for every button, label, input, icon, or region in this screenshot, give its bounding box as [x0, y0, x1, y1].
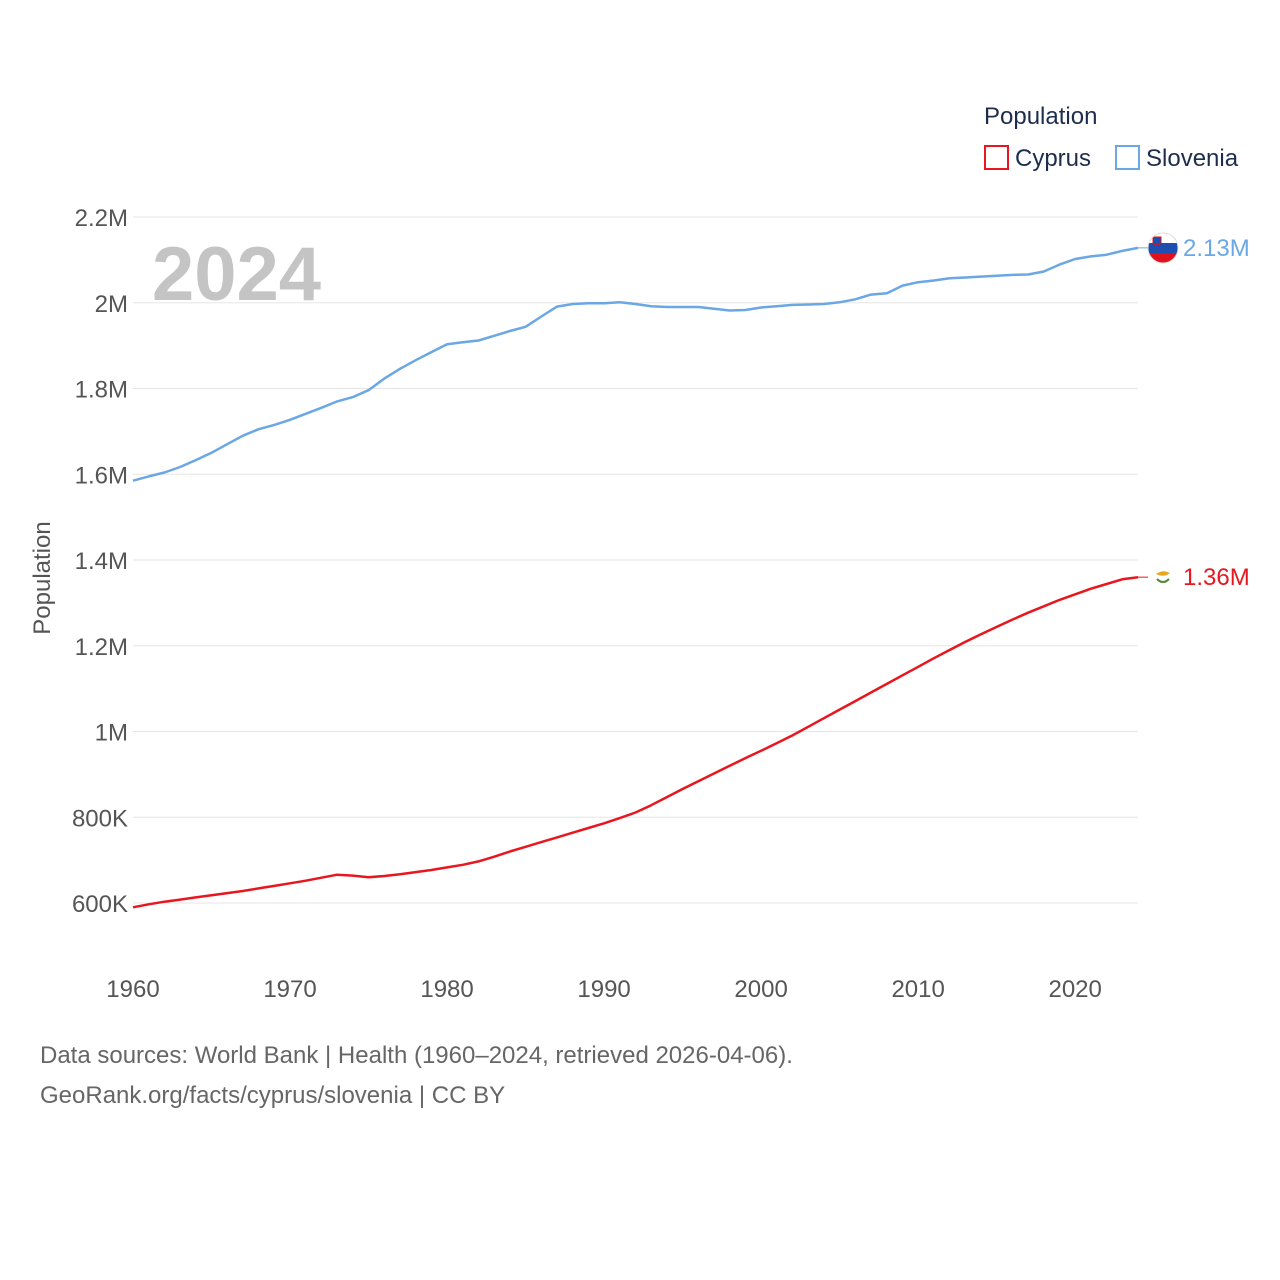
- x-axis-ticks: 1960 1970 1980 1990 2000 2010 2020: [106, 976, 1102, 1003]
- y-tick-label: 600K: [72, 891, 128, 918]
- legend-label-cyprus: Cyprus: [1015, 145, 1091, 172]
- y-tick-label: 1M: [95, 720, 128, 747]
- footer-source-line: Data sources: World Bank | Health (1960–…: [40, 1042, 793, 1069]
- x-tick-label: 1960: [106, 976, 159, 1003]
- slovenia-flag-icon: [1147, 232, 1179, 264]
- legend-item-slovenia[interactable]: Slovenia: [1115, 145, 1239, 172]
- legend-title: Population: [984, 103, 1097, 130]
- x-tick-label: 1990: [577, 976, 630, 1003]
- legend-swatch-slovenia: [1115, 145, 1140, 170]
- legend-item-cyprus[interactable]: Cyprus: [984, 145, 1091, 172]
- y-tick-label: 2.2M: [75, 205, 128, 232]
- y-tick-label: 800K: [72, 805, 128, 832]
- series-lines: [132, 246, 1148, 909]
- y-tick-label: 1.8M: [75, 377, 128, 404]
- grid-lines: [133, 216, 1138, 904]
- cyprus-flag-icon: [1148, 563, 1178, 593]
- series-end-labels: 1.36M 2.13M: [1183, 235, 1250, 591]
- y-tick-label: 1.4M: [75, 548, 128, 575]
- y-tick-label: 2M: [95, 291, 128, 318]
- end-value-label-slovenia: 2.13M: [1183, 235, 1250, 262]
- x-tick-label: 1970: [263, 976, 316, 1003]
- legend: Population Cyprus Slovenia: [984, 103, 1239, 172]
- y-axis-ticks: 600K 800K 1M 1.2M 1.4M 1.6M 1.8M 2M 2.2M: [72, 205, 128, 918]
- x-tick-label: 1980: [420, 976, 473, 1003]
- y-tick-label: 1.2M: [75, 634, 128, 661]
- legend-swatch-cyprus: [984, 145, 1009, 170]
- y-axis-title: Population: [29, 521, 56, 634]
- x-tick-label: 2020: [1048, 976, 1101, 1003]
- x-tick-label: 2000: [734, 976, 787, 1003]
- year-watermark: 2024: [152, 232, 321, 317]
- end-value-label-cyprus: 1.36M: [1183, 564, 1250, 591]
- y-tick-label: 1.6M: [75, 462, 128, 489]
- population-chart: 2024 600K 800K 1M 1.2M 1.4M 1.6M 1.8M 2M 2.2M 19…: [29, 103, 1250, 1003]
- footer-attribution-line: GeoRank.org/facts/cyprus/slovenia | CC B…: [40, 1082, 506, 1109]
- series-line-slovenia[interactable]: [132, 246, 1139, 482]
- series-end-markers: [1147, 232, 1179, 593]
- x-tick-label: 2010: [891, 976, 944, 1003]
- series-line-cyprus[interactable]: [132, 575, 1139, 909]
- legend-label-slovenia: Slovenia: [1146, 145, 1239, 172]
